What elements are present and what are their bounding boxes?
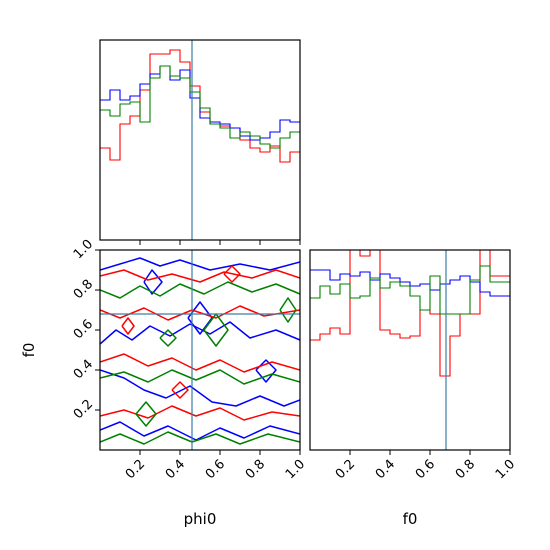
f0-hist-frame: [309, 249, 511, 451]
contour-blue-2: [100, 369, 300, 407]
contour-red-4: [121, 317, 135, 335]
y-axis-label-f0: f0: [20, 343, 38, 358]
right-xtick-label-4: 1.0: [493, 457, 518, 482]
contour-group: [100, 257, 300, 445]
main-xtick-label-2: 0.6: [203, 457, 228, 482]
phi0-hist-green: [100, 65, 300, 149]
contour-red-0: [100, 269, 300, 283]
x-axis-label-f0: f0: [403, 510, 418, 528]
phi0-histogram-panel: [99, 39, 301, 245]
main-xtick-label-4: 1.0: [283, 457, 308, 482]
f0-hist-group: [310, 250, 510, 377]
contour-green-3: [203, 313, 229, 347]
main-ytick-label-4: 1.0: [71, 237, 96, 262]
main-ytick-label-1: 0.4: [71, 357, 96, 382]
main-xtick-label-3: 0.8: [243, 457, 268, 482]
contour-blue-5: [143, 269, 163, 295]
contour-blue-4: [187, 301, 213, 335]
main-ytick-label-3: 0.8: [71, 277, 96, 302]
right-xtick-label-2: 0.6: [413, 457, 438, 482]
phi0-f0-contour-panel: 0.2 0.4 0.6 0.8 1.0 0.2 0.4 0.6 0.8 1.0: [71, 237, 308, 482]
phi0-hist-frame: [99, 39, 301, 241]
main-ytick-label-2: 0.6: [71, 317, 96, 342]
f0-histogram-panel: 0.2 0.4 0.6 0.8 1.0: [309, 249, 518, 482]
main-ytick-label-0: 0.2: [71, 397, 96, 422]
contour-green-0: [100, 281, 300, 299]
contour-green-6: [159, 329, 177, 347]
contour-green-1: [100, 369, 300, 385]
contour-green-4: [135, 401, 157, 427]
contour-green-5: [279, 297, 297, 323]
main-xtick-label-0: 0.2: [123, 457, 148, 482]
contour-red-5: [223, 265, 241, 283]
contour-red-6: [171, 381, 189, 399]
contour-blue-1: [100, 321, 300, 345]
contour-blue-0: [100, 257, 300, 271]
contour-red-2: [100, 353, 300, 373]
right-xtick-label-3: 0.8: [453, 457, 478, 482]
contour-red-1: [100, 305, 300, 321]
contour-frame: [99, 249, 301, 451]
f0-hist-green: [310, 265, 510, 315]
main-xtick-label-1: 0.4: [163, 457, 188, 482]
contour-red-3: [100, 405, 300, 421]
right-xtick-label-1: 0.4: [373, 457, 398, 482]
x-axis-label-phi0: phi0: [184, 510, 217, 528]
right-xtick-label-0: 0.2: [333, 457, 358, 482]
contour-blue-3: [100, 421, 300, 441]
